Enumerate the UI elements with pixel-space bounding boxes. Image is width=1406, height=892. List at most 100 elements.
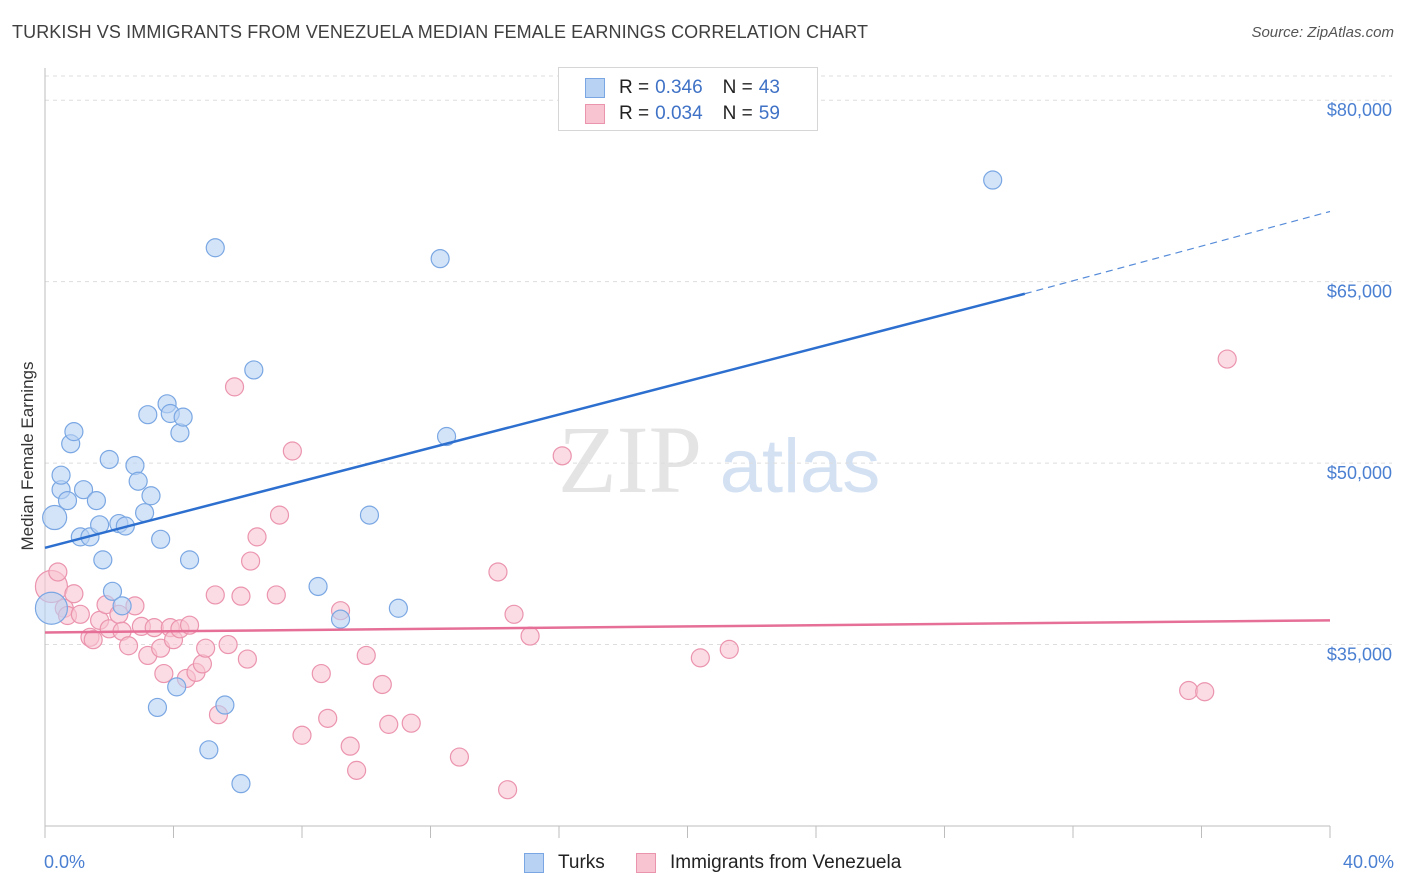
turks-trend-line <box>44 292 1026 549</box>
data-point <box>147 697 168 718</box>
data-point <box>430 249 450 269</box>
legend-r-value: 0.034 <box>655 103 703 124</box>
data-point <box>192 654 213 674</box>
data-point <box>237 649 257 669</box>
data-point <box>983 170 1003 190</box>
data-point <box>141 486 161 506</box>
data-point <box>196 638 216 658</box>
data-point <box>388 598 408 618</box>
data-point <box>138 405 158 425</box>
data-point <box>128 471 148 491</box>
data-point <box>199 740 219 760</box>
data-point <box>241 551 261 571</box>
y-tick-label: $50,000 <box>1327 463 1392 483</box>
data-point <box>356 645 376 666</box>
data-point <box>134 503 155 523</box>
data-point <box>179 550 200 570</box>
data-point <box>1217 349 1237 369</box>
data-point <box>1195 682 1215 702</box>
venezuela-swatch <box>636 853 656 873</box>
data-point <box>504 604 524 624</box>
data-point <box>70 604 90 624</box>
data-point <box>552 446 572 466</box>
data-point <box>144 618 164 638</box>
data-point <box>102 581 123 601</box>
data-point <box>379 714 399 734</box>
data-point <box>498 780 518 800</box>
data-point <box>57 490 78 511</box>
data-point <box>112 596 132 616</box>
y-tick-label: $65,000 <box>1327 282 1392 302</box>
legend-r-value: 0.346 <box>655 77 703 98</box>
data-point <box>224 377 245 397</box>
legend-venezuela-label: Immigrants from Venezuela <box>670 852 902 873</box>
data-point <box>64 584 84 604</box>
y-tick-label: $80,000 <box>1327 100 1392 120</box>
data-point <box>170 423 190 443</box>
legend-n-label: N = <box>722 77 753 98</box>
data-point <box>64 422 84 442</box>
data-point <box>231 774 251 794</box>
data-point <box>154 663 174 684</box>
data-point <box>99 449 119 470</box>
data-point <box>359 505 380 525</box>
data-point <box>436 426 457 447</box>
data-point <box>719 639 739 659</box>
watermark-zip: ZIP <box>558 406 702 513</box>
data-point <box>330 609 351 629</box>
trend-lines <box>44 210 1331 634</box>
y-tick-labels: $35,000 $50,000 $65,000 $80,000 <box>1327 100 1392 664</box>
data-point <box>231 586 251 606</box>
data-point <box>218 634 238 655</box>
data-point <box>93 550 113 570</box>
data-point <box>42 504 68 531</box>
data-point <box>308 576 328 597</box>
correlation-legend: R = 0.346 N = 43 R = 0.034 N = 59 <box>558 67 818 131</box>
turks-swatch <box>524 853 544 873</box>
data-point <box>83 630 103 650</box>
data-point <box>292 725 312 745</box>
data-point <box>311 663 331 684</box>
data-point <box>205 585 225 605</box>
y-tick-label: $35,000 <box>1327 645 1392 665</box>
data-point <box>151 529 171 549</box>
data-point <box>1179 680 1199 701</box>
legend-item-turks: Turks <box>524 852 605 874</box>
data-point <box>244 360 264 380</box>
legend-turks-label: Turks <box>558 852 605 873</box>
venezuela-swatch <box>585 104 605 124</box>
data-point <box>449 747 470 767</box>
x-tick-min: 0.0% <box>44 852 86 872</box>
turks-trend-extension <box>1024 210 1331 295</box>
data-point <box>125 455 145 476</box>
data-point <box>86 490 107 511</box>
turks-swatch <box>585 78 605 98</box>
legend-row-venezuela: R = 0.034 N = 59 <box>585 101 780 127</box>
data-point <box>118 636 139 656</box>
data-point <box>318 708 338 728</box>
data-point <box>215 695 235 715</box>
data-point <box>520 626 540 646</box>
data-point <box>282 441 302 461</box>
x-tick-max: 40.0% <box>1342 852 1394 872</box>
legend-n-label: N = <box>722 103 753 124</box>
legend-row-turks: R = 0.346 N = 43 <box>585 75 780 101</box>
data-point <box>48 562 68 582</box>
source-label: Source: ZipAtlas.com <box>1251 24 1394 41</box>
series-legend: Turks Immigrants from Venezuela <box>0 852 1406 878</box>
data-point <box>340 736 360 756</box>
data-point <box>690 648 710 668</box>
data-point <box>488 562 508 582</box>
data-point <box>372 674 392 695</box>
data-point <box>247 527 267 547</box>
data-point <box>179 615 200 635</box>
data-point <box>205 238 225 258</box>
legend-n-value: 43 <box>758 77 780 98</box>
legend-r-label: R = <box>619 103 650 124</box>
data-point <box>266 585 286 605</box>
axes <box>44 68 1331 838</box>
chart-title: TURKISH VS IMMIGRANTS FROM VENEZUELA MED… <box>12 22 869 42</box>
legend-n-value: 59 <box>758 103 780 124</box>
data-point <box>73 480 94 500</box>
